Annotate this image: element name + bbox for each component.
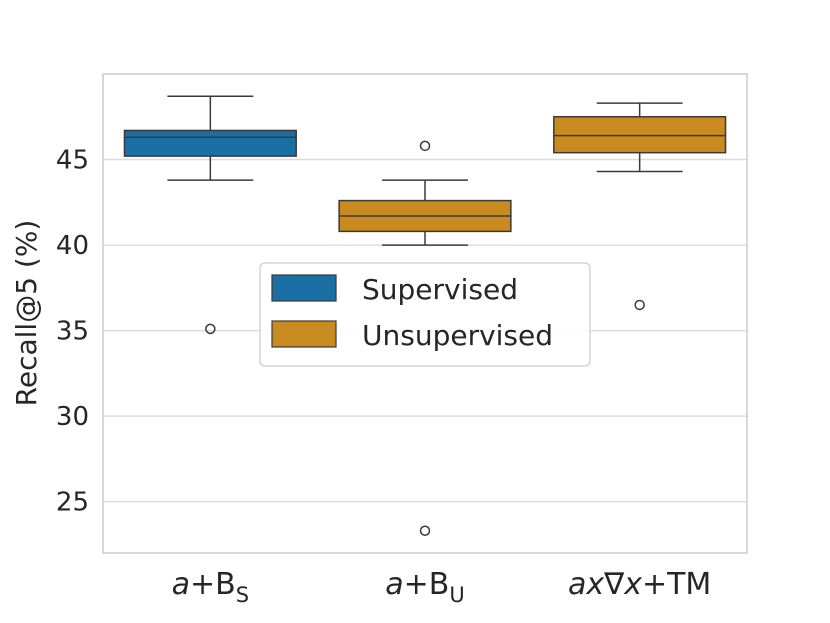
legend-swatch: [271, 274, 337, 302]
outlier-point: [205, 323, 216, 335]
x-tick-label: a+BU: [385, 567, 464, 607]
outlier-point: [634, 299, 645, 311]
outlier-point: [419, 140, 431, 152]
box-iqr: [553, 116, 727, 154]
plot-frame: [102, 73, 748, 554]
y-tick-label: 30: [56, 402, 89, 432]
x-tick-label: ax∇x+TM: [568, 567, 711, 602]
legend-label: Unsupervised: [362, 319, 553, 352]
box-iqr: [123, 129, 297, 157]
legend: Supervised Unsupervised: [259, 262, 591, 367]
y-axis-label: Recall@5 (%): [10, 220, 43, 407]
y-tick-labels: 25 30 35 40 45: [56, 146, 89, 518]
legend-swatch: [271, 320, 337, 348]
box-3: [553, 102, 727, 311]
y-tick-label: 45: [56, 146, 89, 176]
box-1: [123, 95, 297, 335]
y-tick-label: 25: [56, 488, 89, 518]
y-tick-label: 35: [56, 317, 89, 347]
x-tick-label: a+BS: [172, 567, 249, 607]
legend-label: Supervised: [362, 273, 518, 306]
y-tick-label: 40: [56, 231, 89, 261]
x-tick-labels: a+BS a+BU ax∇x+TM: [172, 567, 712, 607]
box-2: [338, 140, 512, 537]
legend-frame: [259, 262, 591, 367]
outlier-point: [419, 525, 431, 537]
boxes: [123, 95, 727, 537]
